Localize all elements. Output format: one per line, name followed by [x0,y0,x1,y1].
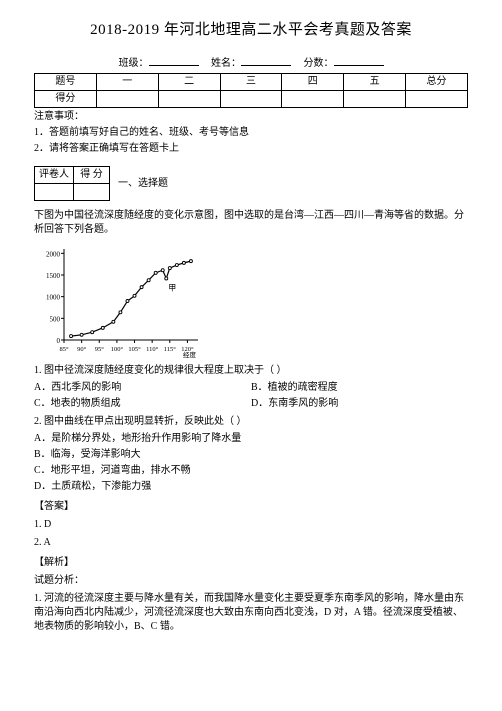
page-title: 2018-2019 年河北地理高二水平会考真题及答案 [34,20,468,41]
q2-options: A．是阶梯分界处，地形抬升作用影响了降水量 B．临海，受海洋影响大 C．地形平坦… [34,432,468,494]
parse-sub: 试题分析： [34,574,468,588]
q1-options: A．西北季风的影响 B．植被的疏密程度 C．地表的物质组成 D．东南季风的影响 [34,381,468,411]
cell [96,91,158,108]
q2-opt-a: A．是阶梯分界处，地形抬升作用影响了降水量 [34,432,468,446]
th-5: 五 [344,74,406,91]
table-row: 题号 一 二 三 四 五 总分 [35,74,468,91]
notice-header: 注意事项： [34,110,468,124]
svg-text:经度: 经度 [183,350,197,358]
scorer-label-cell: 评卷人 [35,167,74,184]
answer-2: 2. A [34,536,468,550]
svg-text:85°: 85° [59,346,69,353]
cell [220,91,282,108]
svg-text:0: 0 [57,337,61,345]
notice-1: 1．答题前填写好自己的姓名、班级、考号等信息 [34,126,468,140]
table-row: 得分 [35,91,468,108]
svg-text:105°: 105° [128,346,141,353]
parse-header: 【解析】 [34,556,468,570]
th-3: 三 [220,74,282,91]
answer-header: 【答案】 [34,500,468,514]
q2-opt-b: B．临海，受海洋影响大 [34,448,468,462]
th-4: 四 [282,74,344,91]
svg-text:100°: 100° [111,346,124,353]
th-total: 总分 [406,74,468,91]
row-label: 得分 [35,91,97,108]
scorer-table: 评卷人 得 分 [34,166,110,201]
cell [35,184,74,201]
svg-text:2000: 2000 [46,250,61,258]
cell [158,91,220,108]
table-row: 评卷人 得 分 [35,167,110,184]
cell [74,184,110,201]
th-2: 二 [158,74,220,91]
q1-opt-d: D．东南季风的影响 [251,397,468,411]
class-label: 班级： [119,57,149,71]
score-table: 题号 一 二 三 四 五 总分 得分 [34,73,468,108]
class-blank [149,55,199,66]
q1-stem: 1. 图中径流深度随经度变化的规律很大程度上取决于（ ） [34,364,468,378]
table-row [35,184,110,201]
runoff-depth-chart: 0 500 1000 1500 2000 85° 90° 95° 100° 105° 110° 115… [34,243,204,358]
name-label: 姓名： [211,57,241,71]
notice-2: 2．请将答案正确填写在答题卡上 [34,142,468,156]
svg-text:95°: 95° [95,346,105,353]
q1-opt-b: B．植被的疏密程度 [251,381,468,395]
cell [406,91,468,108]
svg-text:1500: 1500 [46,272,61,280]
cell [282,91,344,108]
q2-opt-d: D．土质疏松，下渗能力强 [34,480,468,494]
section-1-label: 一、选择题 [118,177,168,191]
cell [344,91,406,108]
q2-stem: 2. 图中曲线在甲点出现明显转折，反映此处（ ） [34,415,468,429]
scorer-score-cell: 得 分 [74,167,110,184]
svg-text:1000: 1000 [46,294,61,302]
q2-opt-c: C．地形平坦，河道弯曲，排水不畅 [34,464,468,478]
notices: 注意事项： 1．答题前填写好自己的姓名、班级、考号等信息 2．请将答案正确填写在… [34,110,468,156]
score-label: 分数： [304,57,334,71]
meta-row: 班级： 姓名： 分数： [34,55,468,71]
name-blank [241,55,291,66]
svg-text:90°: 90° [77,346,87,353]
svg-text:500: 500 [50,315,61,323]
svg-text:甲: 甲 [168,283,176,292]
th-num: 题号 [35,74,97,91]
answer-1: 1. D [34,518,468,532]
q1-opt-c: C．地表的物质组成 [34,397,251,411]
passage: 下图为中国径流深度随经度的变化示意图，图中选取的是台湾—江西—四川—青海等省的数… [34,209,468,237]
q1-opt-a: A．西北季风的影响 [34,381,251,395]
svg-text:115°: 115° [164,346,177,353]
th-1: 一 [96,74,158,91]
parse-text: 1. 河流的径流深度主要与降水量有关，而我国降水量变化主要受夏季东南季风的影响，… [34,592,468,634]
score-blank [334,55,384,66]
svg-text:110°: 110° [146,346,159,353]
